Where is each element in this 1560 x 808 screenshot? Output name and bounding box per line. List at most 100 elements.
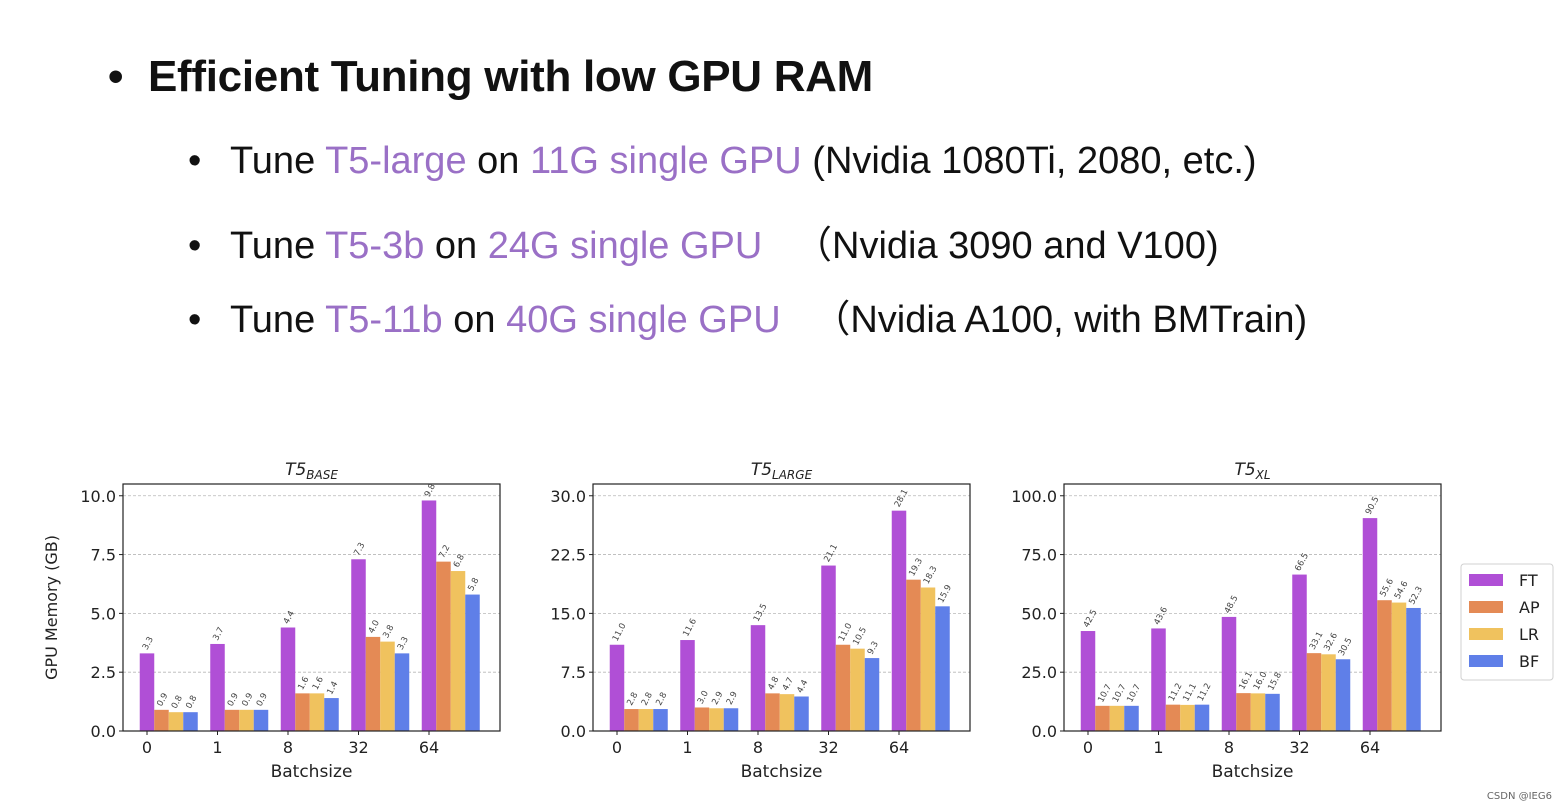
legend-swatch-FT (1469, 574, 1503, 586)
bar-LR-32 (380, 641, 395, 731)
data-label: 15.9 (936, 583, 954, 604)
bar-AP-32 (365, 636, 381, 731)
bar-AP-8 (295, 693, 310, 731)
plot-frame (1063, 483, 1442, 732)
x-tick-label: 1 (1153, 738, 1163, 757)
plot-frame (122, 483, 501, 732)
legend-swatch-BF (1469, 655, 1503, 667)
x-tick-label: 0 (1083, 738, 1093, 757)
bar-AP-64 (1377, 600, 1392, 731)
legend-label-AP: AP (1519, 598, 1540, 617)
data-label: 21.1 (822, 543, 840, 564)
bar-FT-32 (821, 565, 836, 731)
y-tick-label: 50.0 (1021, 604, 1057, 623)
x-tick-label: 0 (142, 738, 152, 757)
bar-LR-8 (1250, 693, 1266, 731)
x-tick-label: 8 (753, 738, 763, 757)
bullet-mid: on (466, 140, 530, 182)
data-label: 2.8 (654, 691, 669, 708)
data-label: 4.8 (766, 675, 781, 692)
y-tick-label: 0.0 (1032, 722, 1057, 741)
bullet-post: （Nvidia 3090 and V100) (762, 225, 1219, 267)
bullet-dot: • (188, 140, 202, 182)
y-tick-label: 0.0 (561, 722, 586, 741)
chart-title: T5BASE (285, 460, 338, 482)
data-label: 48.5 (1223, 594, 1241, 615)
bar-LR-64 (920, 587, 936, 731)
x-tick-label: 8 (283, 738, 293, 757)
bar-LR-8 (309, 693, 325, 731)
data-label: 11.1 (1181, 682, 1199, 703)
bar-BF-32 (394, 653, 410, 731)
bar-LR-0 (168, 712, 184, 731)
y-tick-label: 100.0 (1011, 487, 1057, 506)
y-tick-label: 25.0 (1021, 663, 1057, 682)
x-tick-label: 64 (419, 738, 439, 757)
data-label: 1.6 (296, 675, 311, 692)
bullet-pre: Tune (230, 140, 326, 182)
data-label: 28.1 (893, 488, 911, 509)
data-label: 0.9 (255, 692, 270, 709)
bullet-mid: on (442, 299, 507, 341)
data-label: 3.3 (141, 635, 156, 652)
bar-FT-64 (421, 500, 437, 731)
bar-AP-8 (1236, 693, 1251, 731)
y-tick-label: 15.0 (550, 604, 586, 623)
bar-FT-8 (1221, 616, 1237, 731)
x-axis-label: Batchsize (271, 762, 353, 782)
bar-LR-64 (450, 571, 466, 731)
bar-AP-8 (765, 693, 780, 731)
data-label: 43.6 (1152, 605, 1170, 626)
bar-AP-0 (624, 709, 639, 731)
bar-AP-1 (224, 709, 240, 731)
bullet-gpu: 24G single GPU (487, 225, 763, 267)
bar-BF-64 (935, 606, 950, 731)
bullet-pre: Tune (230, 225, 326, 267)
bar-BF-0 (653, 709, 668, 731)
bullet-pre: Tune (230, 299, 326, 341)
bar-FT-0 (139, 653, 155, 731)
bullet-model: T5-11b (325, 299, 443, 341)
data-label: 13.5 (752, 602, 770, 623)
data-label: 0.9 (240, 692, 255, 709)
data-label: 19.3 (907, 557, 925, 578)
bar-BF-1 (723, 708, 739, 731)
bar-FT-1 (1151, 628, 1166, 731)
y-tick-label: 7.5 (561, 663, 586, 682)
x-tick-label: 64 (1360, 738, 1380, 757)
chart-panel-1: 0.0 7.5 15.0 22.5 30.0 11.0 11.6 13.5 21.1 28.1 2.… (550, 460, 971, 782)
data-label: 10.7 (1096, 683, 1114, 704)
data-label: 9.8 (423, 482, 438, 499)
bar-FT-64 (891, 510, 907, 731)
data-label: 1.4 (325, 680, 340, 697)
data-label: 2.8 (640, 691, 655, 708)
data-label: 4.7 (781, 676, 796, 693)
x-tick-label: 64 (889, 738, 909, 757)
x-tick-label: 32 (1289, 738, 1309, 757)
title-text: Efficient Tuning with low GPU RAM (148, 52, 873, 101)
x-tick-label: 1 (682, 738, 692, 757)
data-label: 2.9 (725, 690, 740, 707)
slide-title: • Efficient Tuning with low GPU RAM (108, 52, 873, 102)
bar-AP-64 (906, 579, 921, 731)
x-tick-label: 32 (818, 738, 838, 757)
bar-LR-64 (1391, 602, 1407, 731)
data-label: 9.3 (866, 640, 881, 657)
legend-box (1460, 563, 1554, 681)
bar-AP-0 (1095, 705, 1110, 731)
data-label: 0.8 (184, 694, 199, 711)
data-label: 11.6 (681, 617, 699, 638)
data-label: 90.5 (1364, 495, 1382, 516)
bar-FT-8 (750, 625, 766, 731)
bar-BF-32 (864, 658, 880, 731)
data-label: 7.2 (437, 543, 452, 560)
data-label: 4.4 (282, 609, 297, 626)
bar-LR-0 (638, 709, 654, 731)
bar-AP-0 (154, 709, 169, 731)
bar-BF-64 (465, 594, 480, 731)
y-tick-label: 5.0 (91, 604, 116, 623)
data-label: 1.6 (311, 675, 326, 692)
data-label: 6.8 (452, 553, 467, 570)
x-axis-label: Batchsize (741, 762, 823, 782)
